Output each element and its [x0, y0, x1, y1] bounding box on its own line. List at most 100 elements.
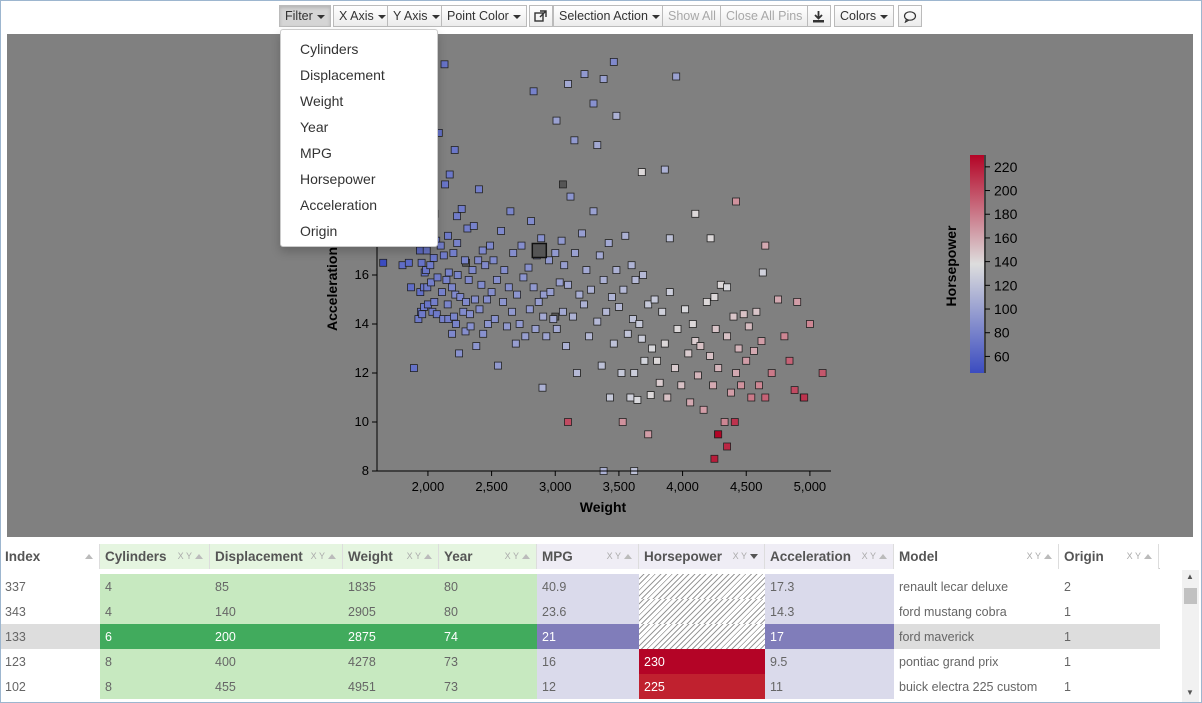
- scatter-point[interactable]: [570, 136, 579, 145]
- scatter-point[interactable]: [549, 315, 558, 324]
- scatter-point[interactable]: [696, 342, 705, 351]
- scatter-point[interactable]: [612, 266, 621, 275]
- column-axis-controls[interactable]: X Y: [1127, 544, 1152, 569]
- column-header-acceleration[interactable]: Acceleration X Y: [765, 544, 894, 569]
- scatter-point[interactable]: [430, 297, 439, 306]
- scatter-point[interactable]: [593, 317, 602, 326]
- scatter-point[interactable]: [502, 322, 511, 331]
- scatter-point[interactable]: [504, 283, 513, 292]
- sort-icon[interactable]: [522, 554, 530, 560]
- scatter-point[interactable]: [710, 454, 719, 463]
- scatter-point[interactable]: [437, 288, 446, 297]
- scatter-point[interactable]: [455, 349, 464, 358]
- scatter-point[interactable]: [506, 207, 515, 216]
- scatter-point[interactable]: [404, 258, 413, 267]
- scatter-point[interactable]: [730, 418, 739, 426]
- scatter-point[interactable]: [427, 278, 436, 287]
- scatter-point[interactable]: [665, 288, 674, 297]
- scatter-point[interactable]: [727, 388, 735, 397]
- scatter-point[interactable]: [631, 275, 640, 284]
- scatter-point[interactable]: [650, 295, 659, 304]
- scatter-point[interactable]: [562, 342, 570, 351]
- filter-menu-item-horsepower[interactable]: Horsepower: [300, 171, 376, 187]
- scatter-point[interactable]: [635, 320, 644, 328]
- scatter-point[interactable]: [818, 369, 827, 377]
- scatter-point[interactable]: [545, 256, 553, 265]
- scatter-point[interactable]: [699, 405, 708, 414]
- scatter-point[interactable]: [566, 192, 575, 201]
- scatter-point[interactable]: [744, 322, 753, 331]
- scatter-point[interactable]: [714, 430, 723, 439]
- scatter-point[interactable]: [519, 273, 528, 282]
- axis-xy-toggle[interactable]: X Y: [1126, 551, 1141, 561]
- scatter-point[interactable]: [658, 307, 667, 316]
- scatter-point[interactable]: [694, 371, 702, 380]
- axis-xy-toggle[interactable]: X Y: [732, 551, 747, 561]
- scatter-point[interactable]: [460, 256, 469, 265]
- scatter-point[interactable]: [559, 180, 567, 189]
- filter-menu-item-year[interactable]: Year: [300, 119, 329, 135]
- scatter-point[interactable]: [593, 141, 602, 149]
- y-axis-button[interactable]: Y Axis: [387, 5, 446, 27]
- scatter-point[interactable]: [453, 212, 461, 221]
- scatter-point[interactable]: [671, 364, 679, 373]
- scatter-point[interactable]: [537, 234, 546, 243]
- scatter-point[interactable]: [653, 356, 661, 365]
- sort-icon[interactable]: [1044, 554, 1052, 560]
- scatter-point[interactable]: [521, 332, 530, 341]
- scatter-point[interactable]: [702, 297, 711, 306]
- scatter-point[interactable]: [790, 386, 799, 395]
- scatter-point[interactable]: [531, 324, 540, 333]
- column-axis-controls[interactable]: X Y: [862, 544, 887, 569]
- scatter-point[interactable]: [595, 251, 604, 260]
- scatter-point[interactable]: [723, 283, 731, 292]
- scatter-point[interactable]: [469, 222, 478, 230]
- scatter-point[interactable]: [477, 280, 486, 289]
- point-color-button[interactable]: Point Color: [441, 5, 527, 27]
- scatter-point[interactable]: [468, 266, 477, 275]
- scatter-point[interactable]: [439, 251, 448, 260]
- scatter-point[interactable]: [758, 268, 767, 277]
- scatter-point[interactable]: [453, 239, 462, 248]
- scatter-point[interactable]: [422, 246, 431, 255]
- scatter-point[interactable]: [436, 241, 445, 250]
- scatter-point[interactable]: [608, 293, 616, 302]
- scatter-point[interactable]: [464, 275, 473, 284]
- scatter-point[interactable]: [578, 229, 586, 238]
- scrollbar-thumb[interactable]: [1184, 588, 1197, 604]
- table-row[interactable]: 133 6 200 2875 74 21 17 ford maverick 1: [0, 624, 1160, 649]
- scatter-point[interactable]: [407, 283, 415, 292]
- filter-button[interactable]: Filter: [279, 5, 331, 27]
- column-header-model[interactable]: Model X Y: [894, 544, 1059, 569]
- scatter-point[interactable]: [681, 305, 689, 314]
- scatter-point[interactable]: [474, 185, 483, 194]
- scatter-point[interactable]: [646, 391, 655, 400]
- colors-button[interactable]: Colors: [834, 5, 895, 27]
- scatter-point[interactable]: [471, 295, 479, 304]
- scatter-point[interactable]: [618, 418, 627, 426]
- scatter-point[interactable]: [639, 271, 647, 279]
- scatter-point[interactable]: [559, 307, 567, 316]
- column-header-displacement[interactable]: Displacement X Y: [210, 544, 343, 569]
- scatter-point[interactable]: [665, 234, 674, 243]
- show-all-button[interactable]: Show All: [662, 5, 722, 27]
- scroll-down-icon[interactable]: ▼: [1186, 688, 1194, 697]
- scatter-point[interactable]: [551, 249, 560, 257]
- scatter-point[interactable]: [564, 280, 572, 289]
- scatter-point[interactable]: [552, 116, 561, 125]
- scatter-point[interactable]: [379, 258, 388, 267]
- axis-xy-toggle[interactable]: X Y: [406, 551, 421, 561]
- sort-icon[interactable]: [1144, 554, 1152, 560]
- scatter-point[interactable]: [479, 329, 488, 338]
- scatter-point[interactable]: [602, 307, 611, 316]
- scatter-point[interactable]: [673, 324, 682, 333]
- scatter-point[interactable]: [732, 369, 740, 377]
- scatter-point[interactable]: [529, 87, 538, 96]
- column-axis-controls[interactable]: X Y: [178, 544, 203, 569]
- sort-icon[interactable]: [328, 554, 336, 560]
- scatter-point[interactable]: [629, 315, 637, 324]
- scatter-point[interactable]: [757, 337, 766, 346]
- scatter-point[interactable]: [672, 72, 681, 81]
- filter-menu-item-mpg[interactable]: MPG: [300, 145, 332, 161]
- open-external-button[interactable]: [529, 5, 553, 27]
